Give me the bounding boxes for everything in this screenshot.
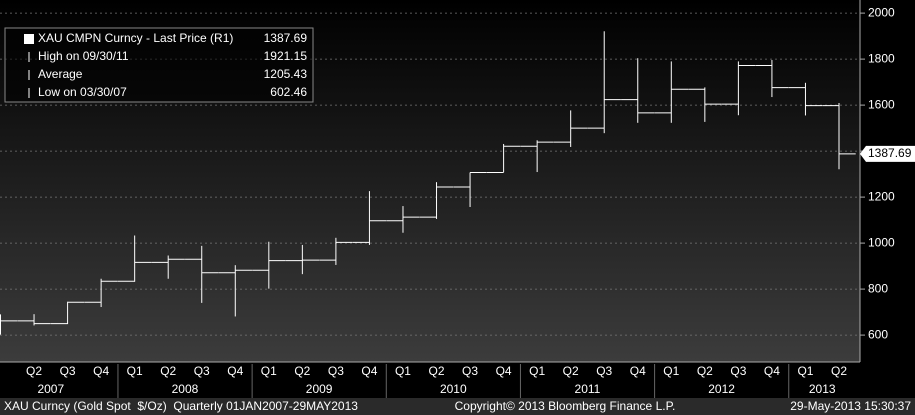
x-tick-label: Q1 (395, 364, 411, 378)
x-tick-label: Q3 (328, 364, 344, 378)
x-tick-label: Q1 (797, 364, 813, 378)
legend-name: XAU CMPN Curncy - Last Price (R1) (38, 31, 233, 45)
y-tick-label: 1600 (868, 97, 895, 111)
y-tick-label: 800 (868, 281, 888, 295)
x-tick-label: Q1 (127, 364, 143, 378)
x-tick-label: Q4 (93, 364, 109, 378)
legend-swatch (24, 34, 34, 44)
footer-left: XAU Curncy (Gold Spot $/Oz) Quarterly 01… (4, 399, 358, 413)
footer-center: Copyright© 2013 Bloomberg Finance L.P. (455, 399, 676, 413)
legend-value: 1387.69 (264, 31, 308, 45)
x-tick-label: Q3 (462, 364, 478, 378)
x-year-label: 2009 (306, 382, 333, 396)
x-tick-label: Q2 (294, 364, 310, 378)
x-tick-label: Q4 (630, 364, 646, 378)
x-tick-label: Q2 (697, 364, 713, 378)
legend-value: 602.46 (270, 85, 307, 99)
x-year-label: 2013 (809, 382, 836, 396)
y-tick-label: 1800 (868, 51, 895, 65)
x-tick-label: Q2 (26, 364, 42, 378)
x-year-label: 2011 (575, 382, 601, 396)
y-tick-label: 1000 (868, 235, 895, 249)
x-tick-label: Q3 (194, 364, 210, 378)
x-tick-label: Q1 (529, 364, 545, 378)
x-tick-label: Q4 (496, 364, 512, 378)
last-price-label: 1387.69 (868, 146, 912, 160)
legend-name: High on 09/30/11 (38, 49, 129, 63)
x-tick-label: Q3 (596, 364, 612, 378)
y-tick-label: 600 (868, 327, 888, 341)
footer-bar (0, 398, 915, 415)
legend-value: 1921.15 (264, 49, 308, 63)
legend-box (4, 27, 314, 103)
legend-value: 1205.43 (264, 67, 308, 81)
legend-name: Average (38, 67, 83, 81)
x-tick-label: Q4 (764, 364, 780, 378)
y-tick-label: 2000 (868, 5, 895, 19)
y-tick-label: 1200 (868, 189, 895, 203)
x-tick-label: Q3 (730, 364, 746, 378)
x-tick-label: Q1 (663, 364, 679, 378)
x-tick-label: Q3 (60, 364, 76, 378)
last-price-marker (860, 145, 915, 162)
x-year-label: 2012 (708, 382, 735, 396)
x-tick-label: Q2 (160, 364, 176, 378)
x-tick-label: Q1 (261, 364, 277, 378)
x-tick-label: Q4 (361, 364, 377, 378)
legend-name: Low on 03/30/07 (38, 85, 127, 99)
x-year-label: 2010 (440, 382, 467, 396)
x-tick-label: Q2 (831, 364, 847, 378)
x-tick-label: Q4 (227, 364, 243, 378)
x-tick-label: Q2 (563, 364, 579, 378)
x-axis-area (0, 362, 860, 398)
plot (0, 12, 860, 336)
x-year-label: 2007 (37, 382, 64, 396)
x-year-label: 2008 (172, 382, 199, 396)
x-tick-label: Q2 (429, 364, 445, 378)
footer-right: 29-May-2013 15:30:37 (790, 399, 911, 413)
